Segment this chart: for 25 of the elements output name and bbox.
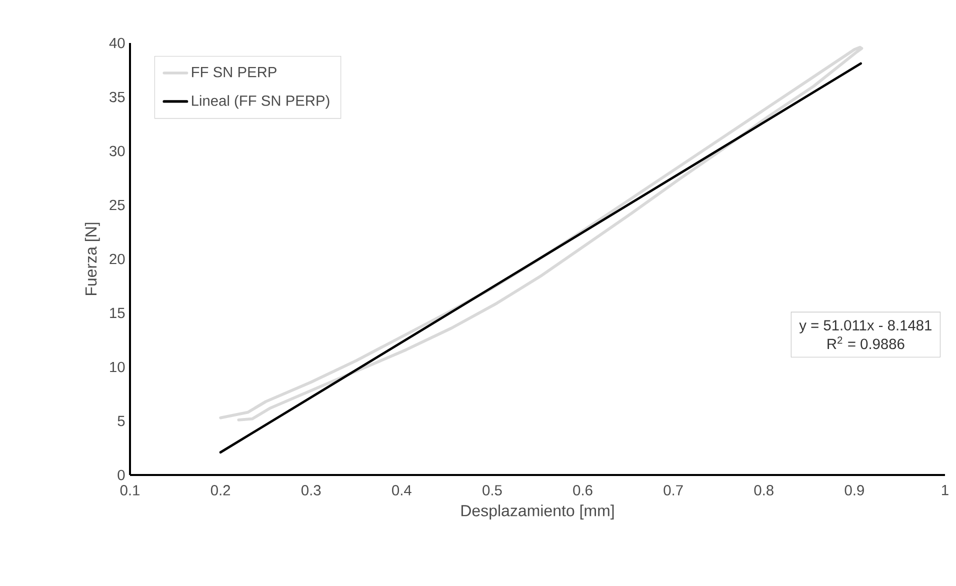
x-tick-label: 0.6: [573, 485, 592, 496]
x-tick-label: 0.5: [482, 485, 502, 496]
y-tick-label: 0: [118, 470, 125, 480]
x-tick-label: 0.7: [664, 485, 683, 496]
annotation: y = 51.011x - 8.1481: [799, 320, 932, 334]
x-tick-label: 0.9: [844, 485, 864, 496]
y-tick-label: 15: [110, 308, 125, 318]
x-tick-label: 0.3: [301, 485, 321, 496]
x-tick-label: 0.2: [210, 485, 230, 496]
y-tick-label: 25: [110, 200, 125, 210]
x-tick-label: 0.1: [120, 485, 140, 496]
x-tick-label: 1: [942, 485, 948, 496]
y-tick-label: 35: [110, 92, 125, 102]
annotation: R$^{2}$ = 0.9886: [828, 336, 904, 350]
y-axis-title: Fuerza [N]: [84, 222, 100, 296]
legend-label: Lineal (FF SN PERP): [192, 95, 330, 109]
y-tick-label: 5: [118, 416, 125, 426]
x-tick-label: 0.8: [754, 485, 774, 496]
legend-label: FF SN PERP: [192, 66, 276, 78]
y-tick-label: 40: [109, 38, 125, 48]
y-tick-label: 30: [110, 146, 125, 156]
y-tick-label: 20: [110, 254, 125, 264]
x-tick-label: 0.4: [392, 485, 412, 496]
y-tick-label: 10: [110, 362, 125, 372]
x-axis-title: Desplazamiento [mm]: [461, 504, 614, 520]
